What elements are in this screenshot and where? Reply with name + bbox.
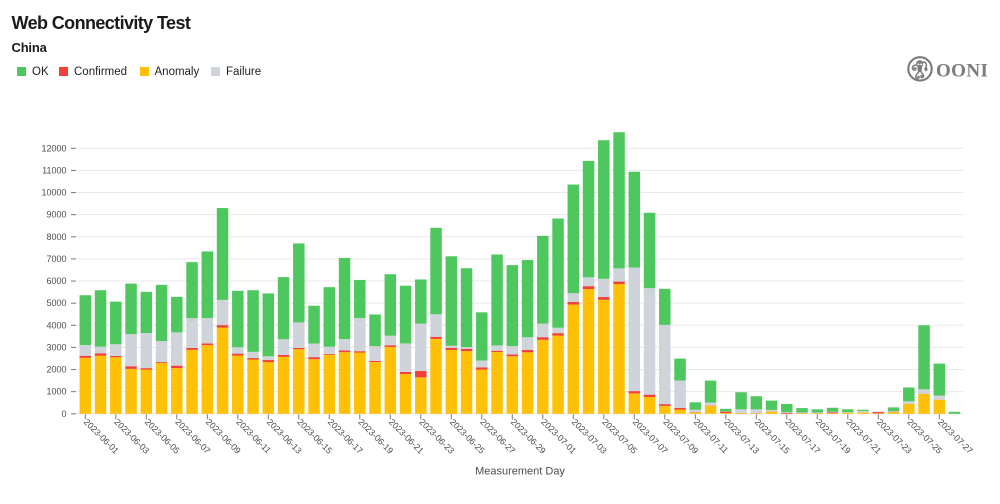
svg-text:2000: 2000 [46,365,66,375]
svg-text:4000: 4000 [46,320,66,330]
svg-text:5000: 5000 [46,298,66,308]
svg-text:OONI: OONI [936,61,988,82]
svg-text:10000: 10000 [41,188,66,198]
svg-text:0: 0 [61,409,66,419]
svg-text:3000: 3000 [46,342,66,352]
svg-text:11000: 11000 [42,165,66,175]
svg-text:6000: 6000 [46,276,66,286]
svg-text:Measurement Day: Measurement Day [475,466,565,478]
svg-text:9000: 9000 [46,210,66,220]
svg-text:1000: 1000 [46,387,66,397]
svg-text:12000: 12000 [41,143,66,153]
svg-text:7000: 7000 [46,254,66,264]
svg-text:8000: 8000 [46,232,66,242]
